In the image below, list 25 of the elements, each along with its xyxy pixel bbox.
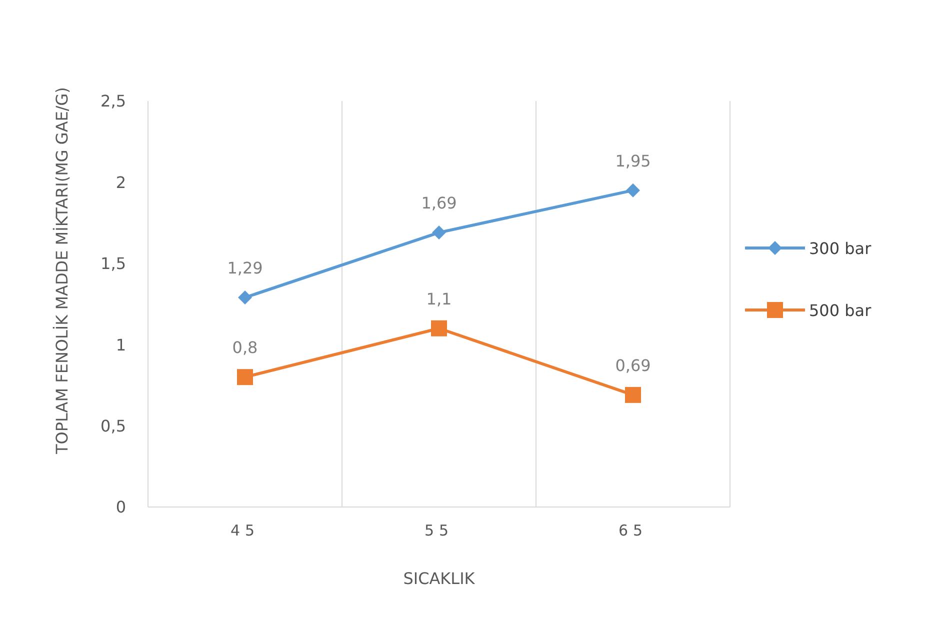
point <box>432 226 446 240</box>
y-tick-label: 2,5 <box>100 92 126 111</box>
y-tick-label: 0,5 <box>100 416 126 436</box>
point <box>626 183 640 198</box>
data-label: 1,29 <box>227 258 263 278</box>
y-axis-title: TOPLAM FENOLİK MADDE MİKTARI(MG GAE/G) <box>52 87 72 455</box>
x-tick-label: 55 <box>424 522 454 540</box>
x-tick-label: 65 <box>618 522 648 540</box>
y-tick-label: 2 <box>116 172 126 192</box>
data-label: 1,95 <box>615 151 651 170</box>
data-label: 1,1 <box>426 289 452 308</box>
data-label: 0,69 <box>615 356 651 375</box>
data-label: 0,8 <box>232 338 258 358</box>
data-label: 1,69 <box>421 194 457 213</box>
point <box>238 290 252 305</box>
x-axis-title: SICAKLIK <box>403 569 476 588</box>
x-tick-label: 45 <box>230 522 260 540</box>
y-tick-label: 0 <box>116 498 126 517</box>
y-tick-label: 1 <box>116 335 126 354</box>
point <box>431 320 447 336</box>
point <box>625 386 641 403</box>
legend-label: 500 bar <box>809 300 872 320</box>
point <box>237 369 253 386</box>
legend-label: 300 bar <box>809 238 872 258</box>
y-tick-label: 1,5 <box>100 254 126 274</box>
